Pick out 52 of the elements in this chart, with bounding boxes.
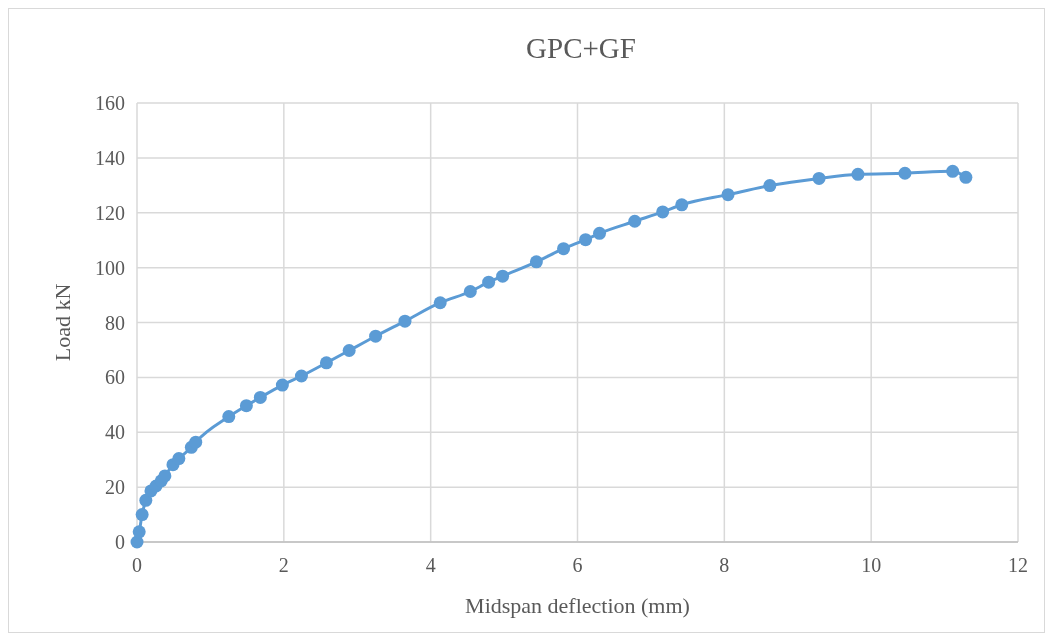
point (239, 399, 253, 413)
y-tick-label: 100 (95, 256, 125, 279)
point (721, 188, 735, 202)
point (172, 452, 186, 466)
point (433, 296, 447, 310)
y-tick-label: 140 (95, 146, 125, 169)
point (158, 469, 172, 483)
point (946, 164, 960, 178)
x-axis-title: Midspan deflection (mm) (465, 593, 690, 618)
point (135, 508, 149, 522)
x-tick-label: 4 (425, 554, 436, 576)
point (342, 343, 356, 357)
x-tick-label: 8 (719, 554, 730, 576)
y-tick-label: 20 (105, 476, 125, 499)
point (398, 314, 412, 328)
point (898, 166, 912, 180)
point (628, 214, 642, 228)
x-tick-label: 0 (132, 554, 142, 576)
point (189, 435, 203, 449)
y-tick-label: 80 (105, 311, 125, 334)
point (557, 242, 571, 256)
y-tick-label: 0 (115, 531, 125, 553)
point (139, 493, 153, 507)
point (369, 329, 383, 343)
x-tick-label: 6 (572, 554, 583, 576)
point (959, 170, 973, 184)
point (294, 369, 308, 383)
point (132, 525, 146, 539)
point (319, 356, 333, 370)
point (812, 171, 826, 185)
y-axis-title: Load kN (50, 283, 75, 362)
point (579, 233, 593, 247)
point (275, 378, 289, 392)
y-tick-label: 160 (95, 92, 125, 114)
point (675, 198, 689, 212)
point (656, 205, 670, 219)
y-tick-label: 120 (95, 201, 125, 224)
point (529, 255, 543, 269)
x-tick-label: 2 (278, 554, 289, 576)
point (763, 179, 777, 193)
x-tick-label: 12 (1008, 554, 1028, 576)
point (496, 269, 510, 283)
point (482, 275, 496, 289)
x-tick-label: 10 (861, 554, 882, 576)
point (253, 390, 267, 404)
point (593, 226, 607, 240)
chart-title: GPC+GF (526, 32, 636, 64)
point (222, 410, 236, 424)
point (851, 167, 865, 181)
y-tick-label: 60 (105, 366, 125, 389)
point (463, 285, 477, 298)
y-tick-label: 40 (105, 421, 125, 444)
